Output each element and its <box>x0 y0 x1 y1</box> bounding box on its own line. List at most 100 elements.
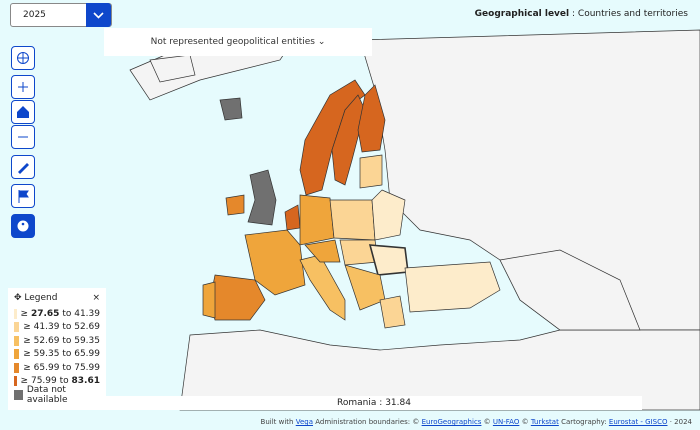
turkey[interactable] <box>404 261 501 313</box>
chevron <box>93 12 104 19</box>
ireland[interactable] <box>225 194 245 216</box>
tooltip-value: 31.84 <box>385 398 411 408</box>
legend-swatch <box>14 335 20 346</box>
range-to: 59.35 <box>74 335 100 346</box>
legend-item: ≥ 75.99 to 83.61 <box>14 375 100 389</box>
geo-level-value: Countries and territories <box>577 9 688 19</box>
zoom-out-button[interactable] <box>11 125 35 149</box>
legend: ✥ Legend × ≥ 27.65 to 41.39 ≥ 41.39 to 52.… <box>8 288 106 410</box>
range-to: 83.61 <box>71 376 100 387</box>
tooltip-sep: : <box>379 398 383 408</box>
not-represented[interactable]: Not represented geopolitical entities ⌄ <box>104 28 372 56</box>
ge-symbol: ≥ <box>23 362 31 373</box>
range-from: 27.65 <box>30 308 60 319</box>
zoom-in-button[interactable] <box>11 75 35 99</box>
legend-title: ✥ Legend <box>14 293 58 303</box>
geo-level-label: Geographical level <box>474 9 570 19</box>
legend-title-text: Legend <box>24 293 58 303</box>
not-represented-label: Not represented geopolitical entities <box>150 37 315 47</box>
to-word: to <box>62 349 72 360</box>
legend-item-na: Data not available <box>14 384 100 405</box>
footer-text: Administration boundaries: © <box>315 418 420 426</box>
ge-symbol: ≥ <box>23 335 31 346</box>
range-to: 65.99 <box>74 349 100 360</box>
range-from: 65.99 <box>33 362 60 373</box>
ge-symbol: ≥ <box>20 308 29 319</box>
legend-swatch <box>14 389 23 400</box>
austria-czechia[interactable] <box>304 239 341 263</box>
legend-close[interactable]: × <box>92 293 100 303</box>
ge-symbol: ≥ <box>20 376 29 387</box>
iceland <box>149 54 196 83</box>
footer-link[interactable]: UN-FAO <box>492 418 520 426</box>
range-from: 52.69 <box>33 335 60 346</box>
legend-item: ≥ 65.99 to 75.99 <box>14 361 100 375</box>
year-select[interactable]: 2025 <box>10 3 112 27</box>
footer-text: · 2024 <box>669 418 692 426</box>
legend-swatch <box>14 308 17 319</box>
portugal[interactable] <box>202 281 216 319</box>
icon <box>17 220 29 232</box>
year-value: 2025 <box>23 10 46 20</box>
ge-symbol: ≥ <box>23 349 31 360</box>
na-label: Data not available <box>26 384 68 405</box>
footer-link[interactable]: Vega <box>295 418 314 426</box>
globe-button[interactable] <box>11 46 35 70</box>
range-to: 41.39 <box>74 308 100 319</box>
footer-link[interactable]: Turkstat <box>530 418 559 426</box>
legend-item: ≥ 59.35 to 65.99 <box>14 348 100 362</box>
belarus-ukraine[interactable] <box>371 189 406 241</box>
germany[interactable] <box>299 194 335 246</box>
footer-text: Cartography: <box>561 418 607 426</box>
range-from: 59.35 <box>33 349 60 360</box>
legend-item: ≥ 52.69 to 59.35 <box>14 334 100 348</box>
united-kingdom[interactable] <box>247 169 277 226</box>
footer-text: © <box>483 418 491 426</box>
icon <box>18 82 28 92</box>
legend-item: ≥ 27.65 to 41.39 <box>14 307 100 321</box>
land-east <box>359 29 700 331</box>
tooltip: Romania : 31.84 <box>106 396 642 410</box>
finland[interactable] <box>357 84 386 153</box>
ge-symbol: ≥ <box>23 322 31 333</box>
footer-text: © <box>521 418 529 426</box>
legend-swatch <box>14 349 20 360</box>
footer-link[interactable]: EuroGeographics <box>421 418 482 426</box>
legend-rows: ≥ 27.65 to 41.39 ≥ 41.39 to 52.69 ≥ 52.69 … <box>14 307 100 405</box>
icon <box>18 190 29 203</box>
baltics[interactable] <box>359 154 383 189</box>
legend-swatch <box>14 376 17 387</box>
sweden[interactable] <box>331 94 366 186</box>
land-south <box>179 329 700 411</box>
flag-button[interactable] <box>11 184 35 208</box>
legend-swatch <box>14 362 20 373</box>
icon <box>17 52 29 64</box>
greece[interactable] <box>379 295 406 329</box>
poland[interactable] <box>329 199 376 241</box>
to-word: to <box>59 376 69 387</box>
icon <box>17 106 29 118</box>
range-to: 75.99 <box>74 362 100 373</box>
dropdown-button[interactable] <box>86 3 111 27</box>
land-middle-east <box>499 249 641 331</box>
legend-header: ✥ Legend × <box>14 293 100 303</box>
faroe[interactable] <box>219 97 243 121</box>
footer-text: Built with <box>260 418 294 426</box>
palette-button[interactable] <box>11 214 35 238</box>
range-from: 41.39 <box>33 322 60 333</box>
to-word: to <box>62 335 72 346</box>
home-button[interactable] <box>11 100 35 124</box>
range-from: 75.99 <box>30 376 57 387</box>
range-to: 52.69 <box>74 322 100 333</box>
tooltip-name: Romania <box>337 398 377 408</box>
geo-level: Geographical level : Countries and terri… <box>475 9 688 19</box>
legend-swatch <box>14 322 20 333</box>
to-word: to <box>62 322 72 333</box>
edit-button[interactable] <box>11 155 35 179</box>
footer-link[interactable]: Eurostat - GISCO <box>608 418 668 426</box>
icon <box>18 136 28 138</box>
to-word: to <box>62 362 72 373</box>
to-word: to <box>62 308 72 319</box>
